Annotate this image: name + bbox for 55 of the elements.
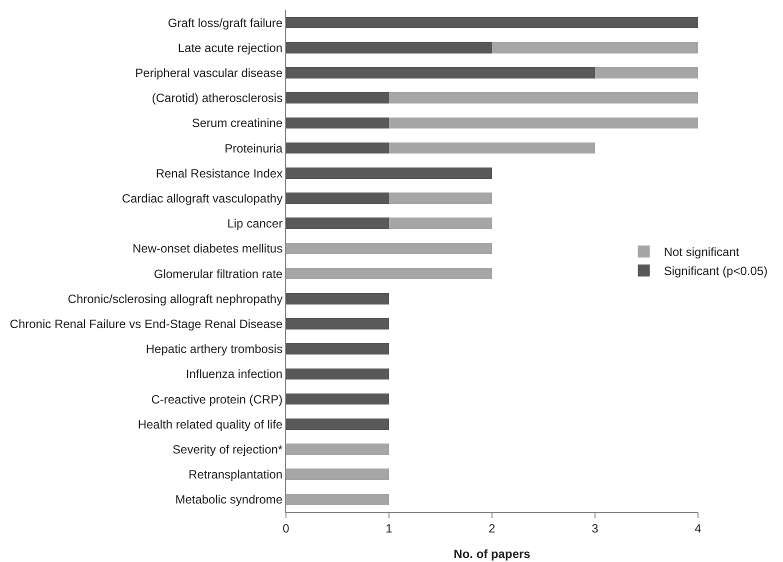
bar: [286, 444, 389, 455]
y-tick-label: Health related quality of life: [138, 417, 283, 432]
bar: [389, 192, 492, 204]
x-tick-label: 1: [386, 521, 393, 536]
bar: [286, 168, 492, 179]
legend-label: Not significant: [664, 245, 740, 260]
y-tick-label: C-reactive protein (CRP): [151, 392, 283, 406]
legend-label: Significant (p<0.05): [664, 264, 768, 278]
bar: [286, 318, 389, 330]
y-tick-label: Chronic/sclerosing allograft nephropathy: [68, 292, 283, 306]
bar: [286, 242, 492, 254]
y-tick-label: Late acute rejection: [178, 40, 283, 55]
y-tick-label: Renal Resistance Index: [156, 166, 283, 180]
bar: [286, 268, 492, 280]
bar: [286, 494, 389, 506]
y-tick-label: Lip cancer: [227, 216, 283, 231]
bar: [286, 393, 389, 405]
y-tick-label: Proteinuria: [224, 141, 283, 156]
y-tick-label: Severity of rejection*: [172, 442, 283, 456]
x-tick-label: 0: [282, 521, 290, 536]
bar: [286, 293, 389, 304]
bar: [389, 117, 698, 129]
y-tick-label: Retransplantation: [188, 468, 283, 482]
bar: [389, 92, 698, 104]
bar: [286, 343, 389, 354]
x-tick-label: 4: [694, 521, 702, 536]
bar: [389, 218, 492, 229]
bar: [286, 16, 698, 28]
x-axis-title: No. of papers: [454, 547, 531, 561]
bar: [286, 142, 389, 154]
bar: [286, 192, 389, 204]
y-tick-label: Cardiac allograft vasculopathy: [122, 191, 283, 206]
x-tick-label: 3: [592, 521, 599, 536]
bar: [286, 117, 389, 129]
y-tick-label: Metabolic syndrome: [175, 492, 283, 507]
y-tick-label: New-onset diabetes mellitus: [132, 242, 283, 256]
y-tick-label: Influenza infection: [186, 367, 283, 382]
bar: [389, 142, 595, 154]
bar: [595, 67, 698, 78]
bar: [492, 42, 698, 54]
y-tick-label: Peripheral vascular disease: [135, 66, 283, 80]
bar: [286, 67, 595, 78]
bar: [286, 418, 389, 430]
bar: [286, 368, 389, 380]
bar: [286, 218, 389, 229]
bar: [286, 468, 389, 480]
bar: [286, 42, 492, 54]
y-tick-label: (Carotid) atherosclerosis: [152, 91, 283, 106]
y-tick-label: Glomerular filtration rate: [154, 266, 283, 281]
y-tick-label: Graft loss/graft failure: [168, 16, 283, 30]
bar: [286, 92, 389, 104]
y-tick-label: Chronic Renal Failure vs End-Stage Renal Disease: [10, 316, 283, 331]
x-tick-label: 2: [488, 521, 496, 536]
y-tick-label: Serum creatinine: [192, 116, 283, 130]
y-tick-label: Hepatic arthery trombosis: [146, 342, 283, 356]
